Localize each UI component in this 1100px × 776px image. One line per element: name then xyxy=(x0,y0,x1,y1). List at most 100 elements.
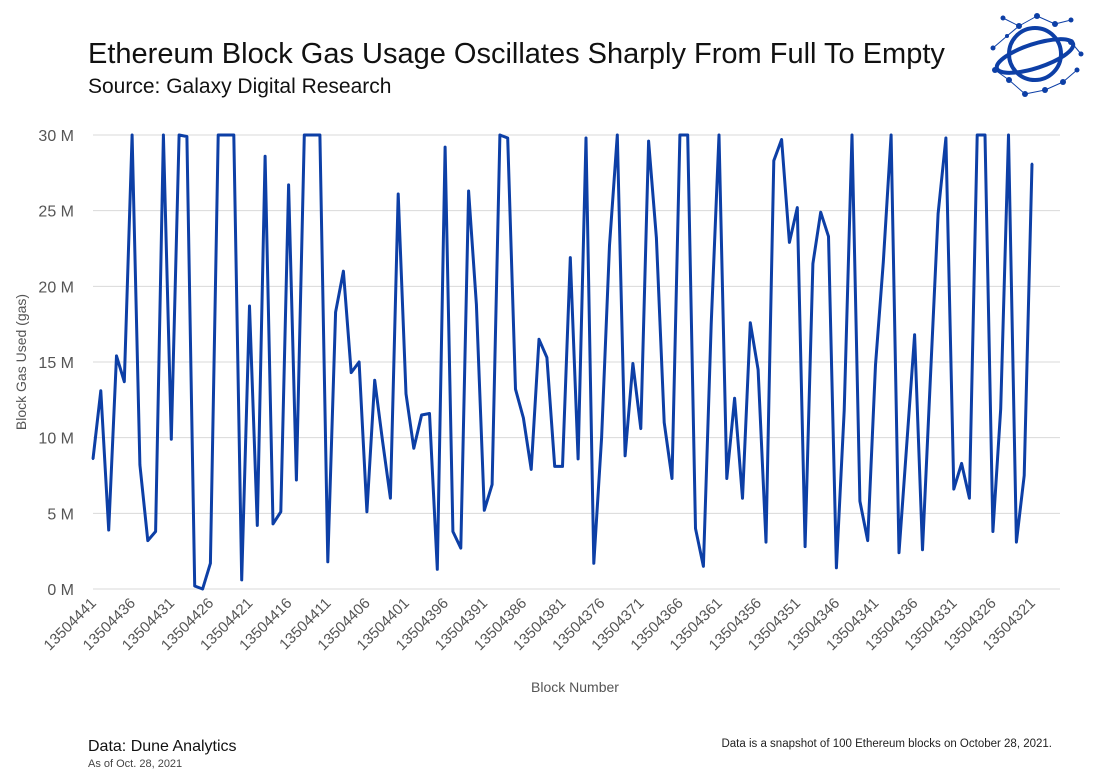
data-point xyxy=(428,412,431,415)
data-point xyxy=(694,527,697,530)
data-point xyxy=(944,136,948,140)
data-point xyxy=(389,497,392,500)
data-note: Data is a snapshot of 100 Ethereum block… xyxy=(721,738,1052,750)
data-point xyxy=(451,530,455,533)
data-point xyxy=(271,522,275,526)
data-point xyxy=(1015,540,1018,544)
data-point xyxy=(733,397,736,400)
data-point xyxy=(968,497,971,500)
data-point xyxy=(381,439,384,442)
data-point xyxy=(326,560,329,563)
data-point xyxy=(436,568,439,571)
data-point xyxy=(115,354,118,358)
y-tick-label: 20 M xyxy=(38,279,74,296)
data-point xyxy=(592,562,595,565)
data-point xyxy=(600,436,603,439)
as-of-date: As of Oct. 28, 2021 xyxy=(88,758,183,770)
data-point xyxy=(874,363,877,367)
data-point xyxy=(819,211,822,214)
data-point xyxy=(647,139,650,143)
data-point xyxy=(631,362,635,365)
data-point xyxy=(443,145,447,149)
data-point xyxy=(952,487,955,491)
data-point xyxy=(921,548,924,551)
data-point xyxy=(561,465,564,468)
data-point xyxy=(803,545,807,548)
data-point xyxy=(530,468,533,471)
data-point xyxy=(608,244,611,247)
data-point xyxy=(663,421,666,424)
data-point xyxy=(897,551,901,554)
data-point xyxy=(397,192,400,196)
data-point xyxy=(780,138,783,141)
data-point xyxy=(201,587,204,591)
data-point xyxy=(772,159,775,162)
data-point xyxy=(835,566,838,569)
data-point xyxy=(929,379,932,382)
data-point xyxy=(263,155,267,158)
data-point xyxy=(858,500,862,503)
data-point xyxy=(514,388,517,391)
data-point xyxy=(623,454,627,457)
data-point xyxy=(490,483,494,486)
data-point xyxy=(209,562,212,565)
data-point xyxy=(905,442,908,445)
data-point xyxy=(420,413,423,417)
data-point xyxy=(616,133,619,137)
y-tick-label: 5 M xyxy=(47,506,74,523)
data-point xyxy=(138,463,142,467)
data-point xyxy=(412,447,415,450)
data-point xyxy=(889,133,893,137)
data-point xyxy=(1022,474,1026,477)
data-point xyxy=(1007,133,1010,137)
data-point xyxy=(717,133,721,137)
data-point xyxy=(756,368,760,371)
data-point xyxy=(99,389,103,392)
data-point xyxy=(850,133,854,137)
data-point xyxy=(177,133,181,137)
data-point xyxy=(404,392,408,395)
data-point xyxy=(350,371,353,374)
data-point xyxy=(882,260,885,264)
data-point xyxy=(960,462,963,465)
data-point xyxy=(678,133,682,137)
data-point xyxy=(365,510,369,513)
data-point xyxy=(749,321,752,324)
data-point xyxy=(702,565,705,568)
y-tick-label: 10 M xyxy=(38,431,74,448)
galaxy-network-globe-icon xyxy=(990,13,1084,97)
data-point xyxy=(796,206,799,209)
y-tick-label: 25 M xyxy=(38,204,74,221)
data-point xyxy=(686,133,689,137)
data-point xyxy=(217,133,220,137)
data-point xyxy=(459,546,462,550)
data-point xyxy=(467,189,470,193)
y-tick-label: 15 M xyxy=(38,355,74,372)
data-point xyxy=(522,416,525,420)
data-point xyxy=(170,438,173,441)
data-point xyxy=(936,212,940,215)
data-point xyxy=(710,323,713,326)
chart-subtitle: Source: Galaxy Digital Research xyxy=(88,75,392,98)
data-point xyxy=(569,256,572,259)
chart-title: Ethereum Block Gas Usage Oscillates Shar… xyxy=(88,38,945,70)
data-point xyxy=(130,133,134,137)
data-point xyxy=(373,379,376,382)
data-point xyxy=(843,409,846,412)
data-point xyxy=(576,457,580,461)
data-point xyxy=(670,477,674,480)
data-point xyxy=(498,133,502,137)
data-point xyxy=(866,539,869,542)
data-point xyxy=(248,304,251,308)
data-point xyxy=(827,235,830,238)
data-point xyxy=(232,133,235,137)
data-point xyxy=(545,356,549,359)
data-point xyxy=(256,524,259,527)
data-point xyxy=(639,427,642,430)
data-point xyxy=(976,133,979,137)
data-point xyxy=(193,584,196,588)
data-point xyxy=(741,497,744,500)
data-point xyxy=(357,360,361,364)
data-point xyxy=(655,236,658,240)
